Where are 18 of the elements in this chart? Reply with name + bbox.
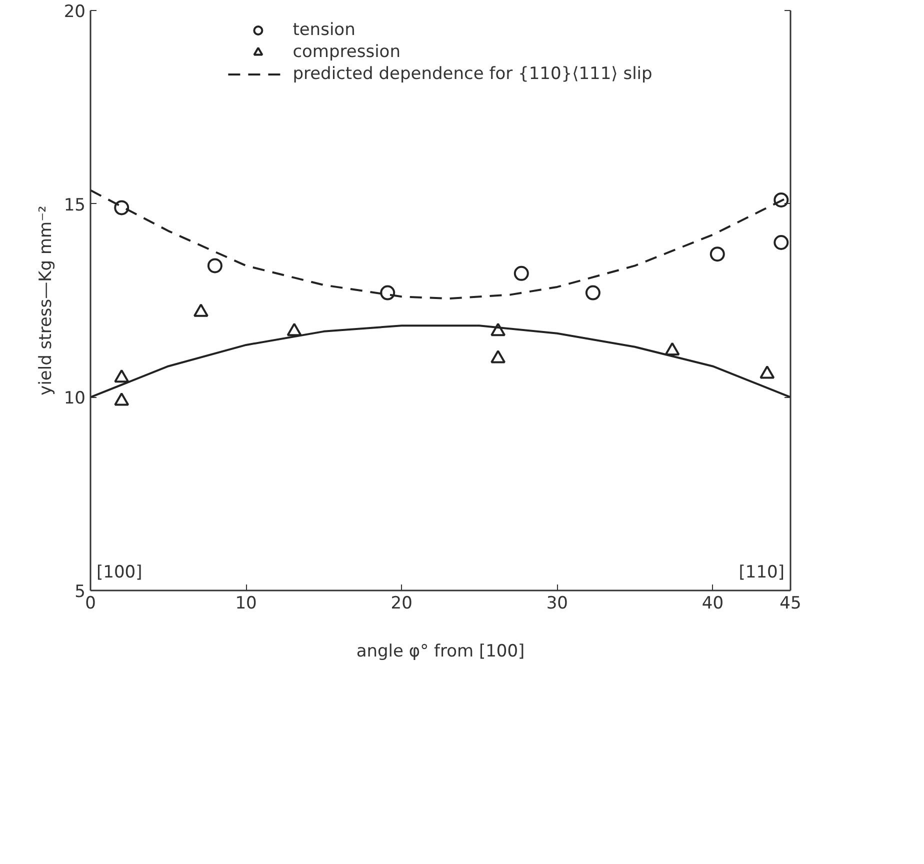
legend-label: tension	[292, 20, 356, 40]
x-tick-label: 40	[702, 594, 724, 614]
annotation: [100]	[96, 562, 142, 582]
y-tick-label: 5	[74, 582, 86, 602]
y-tick-label: 15	[64, 195, 86, 216]
y-tick-label: 10	[64, 388, 86, 409]
x-tick-label: 20	[390, 594, 412, 614]
legend-label: compression	[292, 42, 400, 62]
line-series	[90, 324, 790, 398]
x-tick-label: 45	[780, 594, 802, 614]
x-tick-label: 30	[546, 594, 568, 614]
annotation: [110]	[738, 562, 785, 582]
x-tick-label: 10	[235, 594, 257, 614]
y-tick-label: 20	[64, 2, 86, 22]
legend-label: predicted dependence for {110}⟨111⟩ slip	[292, 64, 652, 84]
y-axis-title: yield stress—Kg mm⁻²	[36, 206, 56, 396]
x-axis-title: angle φ° from [100]	[356, 642, 525, 662]
x-tick-label: 0	[85, 594, 96, 614]
